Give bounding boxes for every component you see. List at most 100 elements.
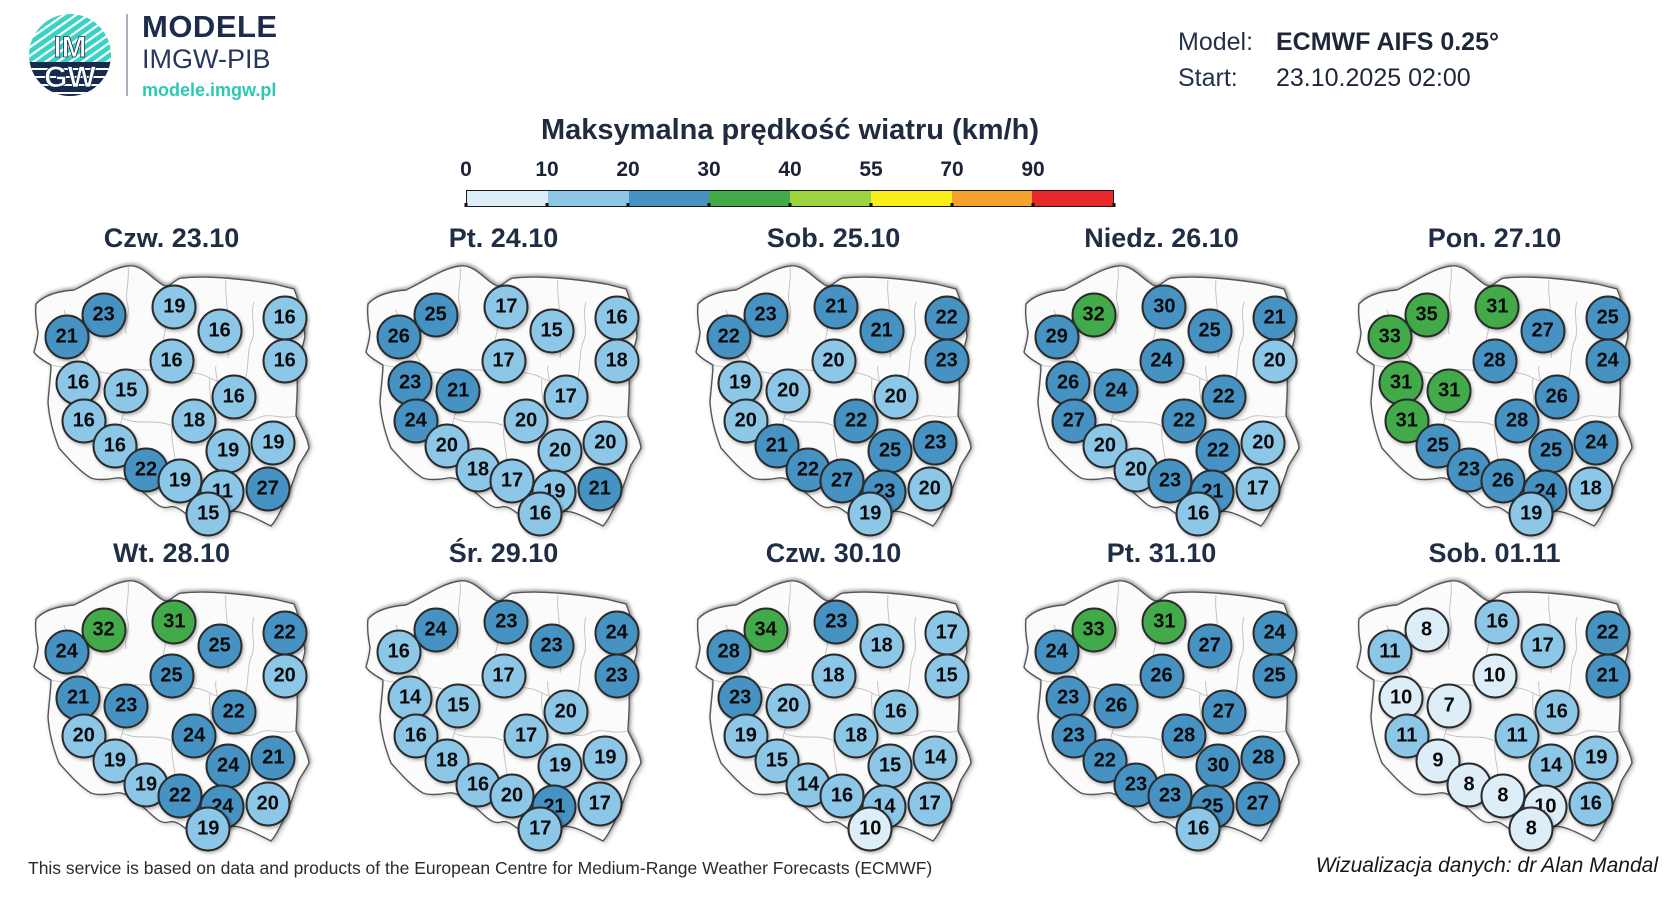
day-map-panel: Sob. 01.11 8 16 22 11 17 21 10 7 10 16 11 11 9 8 8 14 19…: [1353, 537, 1636, 852]
imgw-logo-block: IM GW MODELE IMGW-PIB modele.imgw.pl: [28, 10, 278, 100]
panel-title: Wt. 28.10: [112, 538, 231, 568]
wind-speed-marker: 28: [1494, 398, 1540, 444]
wind-speed-marker: 7: [1426, 683, 1472, 729]
wind-speed-marker: 21: [55, 675, 101, 721]
poland-map: 33 31 24 24 27 25 23 26 26 27 28 23 22 23 23 30 28 25 27 16: [1020, 573, 1303, 852]
wind-speed-marker: 34: [743, 607, 789, 653]
wind-speed-marker: 24: [594, 610, 640, 656]
logo-text-gw: GW: [44, 61, 96, 94]
wind-speed-marker: 23: [529, 623, 575, 669]
wind-speed-marker: 17: [483, 284, 529, 330]
legend-boundary-tick: [1031, 203, 1035, 207]
panel-title: Sob. 01.11: [1428, 538, 1561, 568]
wind-speed-marker: 22: [706, 314, 752, 360]
wind-speed-marker: 16: [1474, 599, 1520, 645]
wind-speed-marker: 26: [1139, 653, 1184, 699]
legend-ticks: 0 10 20 30 40 55 70 90: [460, 158, 1114, 184]
wind-speed-marker: 25: [1585, 295, 1631, 341]
wind-speed-marker: 16: [1175, 491, 1221, 537]
wind-speed-marker: 10: [847, 806, 893, 852]
legend-tick-label: 40: [778, 158, 802, 181]
wind-speed-marker: 22: [833, 398, 879, 444]
poland-map: 35 31 25 33 27 24 31 31 28 26 28 31 25 23 26 25 24 24 18 19: [1353, 258, 1636, 537]
wind-speed-marker: 23: [912, 420, 958, 466]
legend-boundary-tick: [626, 203, 630, 207]
panel-title: Czw. 30.10: [765, 538, 902, 568]
day-map-panel: Czw. 23.10 23 19 16 21 16 16 16 15 16 16 18 16 16 22 1…: [30, 222, 313, 537]
wind-speed-marker: 20: [765, 683, 811, 729]
poland-map: 32 30 21 29 25 20 26 24 24 22 22 27 20 20 23 22 20 21 17 16: [1020, 258, 1303, 537]
wind-speed-marker: 23: [1045, 675, 1091, 721]
wind-speed-marker: 20: [873, 374, 919, 420]
day-map-panel: Pt. 31.10 33 31 24 24 27 25 23 26 26 27 28 23 22 23 23…: [1020, 537, 1303, 852]
wind-speed-marker: 19: [1508, 491, 1554, 537]
wind-speed-marker: 27: [1235, 781, 1281, 827]
wind-speed-marker: 17: [1520, 623, 1566, 669]
wind-speed-marker: 30: [1195, 743, 1241, 789]
wind-speed-marker: 23: [924, 338, 970, 384]
wind-speed-marker: 22: [1201, 374, 1247, 420]
wind-speed-marker: 33: [1071, 607, 1117, 653]
wind-speed-marker: 18: [424, 738, 470, 784]
wind-speed-marker: 25: [197, 623, 243, 669]
wind-speed-marker: 26: [376, 314, 422, 360]
legend-color-segment: [790, 191, 871, 206]
wind-speed-marker: 18: [594, 338, 640, 384]
wind-speed-marker: 17: [517, 806, 563, 852]
wind-speed-marker: 20: [765, 368, 811, 414]
footer-attribution: This service is based on data and produc…: [28, 858, 933, 878]
wind-speed-marker: 21: [1585, 653, 1631, 699]
wind-speed-marker: 23: [483, 599, 529, 645]
brand-url-link[interactable]: modele.imgw.pl: [142, 79, 277, 100]
wind-speed-marker: 17: [543, 374, 589, 420]
wind-speed-marker: 16: [1175, 806, 1221, 852]
wind-speed-marker: 20: [537, 428, 583, 474]
legend-tick-label: 90: [1021, 158, 1045, 181]
wind-speed-marker: 18: [859, 623, 905, 669]
wind-speed-marker: 22: [211, 689, 257, 735]
wind-speed-marker: 23: [387, 360, 433, 406]
wind-speed-marker: 21: [44, 314, 90, 360]
poland-map: 23 19 16 21 16 16 16 15 16 16 18 16 16 22 19 19 19 11 27 15: [30, 258, 313, 537]
wind-speed-marker: 17: [481, 653, 526, 699]
wind-speed-marker: 20: [1252, 338, 1298, 384]
wind-speed-marker: 26: [1093, 683, 1139, 729]
model-label: Model:: [1178, 28, 1254, 56]
wind-speed-marker: 16: [594, 295, 640, 341]
wind-speed-marker: 20: [503, 398, 549, 444]
wind-speed-marker: 15: [185, 491, 231, 537]
wind-speed-marker: 15: [103, 368, 149, 414]
wind-speed-marker: 20: [245, 781, 291, 827]
wind-speed-marker: 17: [1235, 466, 1281, 512]
poland-map: 8 16 22 11 17 21 10 7 10 16 11 11 9 8 8 14 19 10 16 8: [1353, 573, 1636, 852]
wind-speed-marker: 16: [149, 338, 194, 384]
wind-speed-marker: 21: [435, 368, 481, 414]
wind-speed-marker: 22: [1161, 398, 1207, 444]
wind-speed-marker: 16: [873, 689, 919, 735]
wind-speed-marker: 33: [1367, 314, 1413, 360]
poland-map: 34 23 17 28 18 15 23 20 18 16 18 19 15 14 16 15 14 14 17 10: [692, 573, 975, 852]
wind-speed-marker: 23: [743, 292, 789, 338]
legend-tick-label: 20: [616, 158, 640, 181]
wind-speed-marker: 25: [867, 428, 913, 474]
wind-speed-marker: 22: [785, 447, 831, 493]
legend-color-segment: [709, 191, 790, 206]
wind-speed-marker: 24: [1573, 420, 1619, 466]
wind-speed-marker: 21: [577, 466, 623, 512]
day-map-panel: Wt. 28.10 32 31 22 24 25 20 21 23 25 22 24 20 19 19 22…: [30, 537, 313, 852]
wind-speed-marker: 23: [717, 675, 763, 721]
wind-speed-marker: 25: [413, 292, 459, 338]
wind-speed-marker: 17: [577, 781, 623, 827]
wind-speed-marker: 25: [1528, 428, 1574, 474]
wind-speed-marker: 21: [250, 735, 296, 781]
legend-tick-label: 0: [460, 158, 472, 181]
wind-speed-marker: 20: [1240, 420, 1286, 466]
wind-speed-marker: 18: [833, 713, 879, 759]
wind-speed-marker: 11: [1367, 629, 1413, 675]
wind-speed-marker: 15: [924, 653, 970, 699]
wind-speed-marker: 14: [912, 735, 958, 781]
legend-boundary-tick: [869, 203, 873, 207]
wind-speed-marker: 31: [1141, 599, 1187, 645]
wind-speed-marker: 15: [435, 683, 481, 729]
wind-speed-marker: 16: [1534, 689, 1580, 735]
